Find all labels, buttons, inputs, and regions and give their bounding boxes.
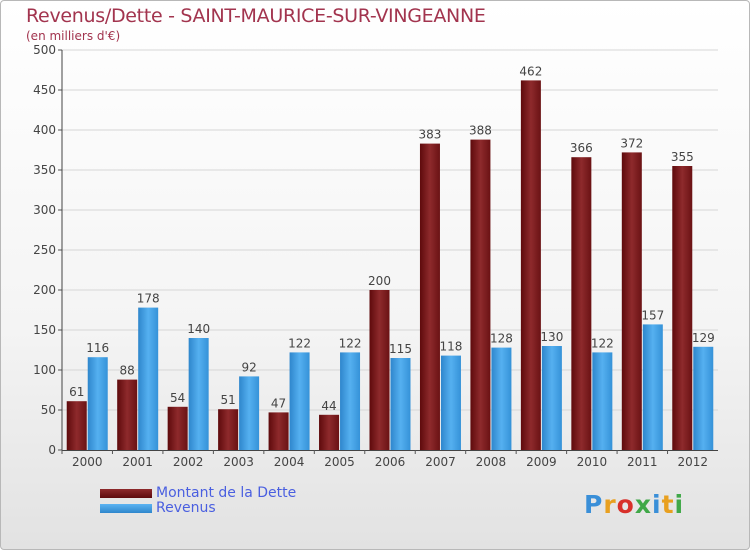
data-label-dette-2012: 355 xyxy=(671,150,694,164)
data-label-dette-2011: 372 xyxy=(620,136,643,150)
y-tick-label: 500 xyxy=(33,43,56,57)
bar-revenus-2002 xyxy=(188,338,209,450)
data-label-dette-2001: 88 xyxy=(120,364,135,378)
chart-legend: Montant de la Dette Revenus xyxy=(100,486,296,516)
bar-dette-2012 xyxy=(672,166,693,450)
x-tick-label: 2012 xyxy=(677,455,708,469)
data-label-dette-2008: 388 xyxy=(469,124,492,138)
bar-revenus-2011 xyxy=(642,324,663,450)
bar-dette-2003 xyxy=(218,409,239,450)
data-label-revenus-2005: 122 xyxy=(339,336,362,350)
bar-revenus-2006 xyxy=(390,358,411,450)
y-tick-label: 100 xyxy=(33,363,56,377)
data-label-revenus-2008: 128 xyxy=(490,332,513,346)
bar-revenus-2012 xyxy=(693,346,714,450)
data-label-revenus-2006: 115 xyxy=(389,342,412,356)
bar-dette-2006 xyxy=(369,290,390,450)
x-tick-label: 2007 xyxy=(425,455,456,469)
y-tick-label: 200 xyxy=(33,283,56,297)
proxiti-logo: Proxiti xyxy=(584,490,685,519)
chart-title: Revenus/Dette - SAINT-MAURICE-SUR-VINGEA… xyxy=(26,5,486,27)
data-label-revenus-2003: 92 xyxy=(241,360,256,374)
bar-dette-2004 xyxy=(268,412,289,450)
bar-revenus-2001 xyxy=(138,307,159,450)
x-tick-label: 2010 xyxy=(577,455,608,469)
chart-subtitle: (en milliers d'€) xyxy=(26,29,121,43)
x-tick-label: 2004 xyxy=(274,455,305,469)
legend-label-revenus: Revenus xyxy=(156,500,216,516)
y-tick-label: 400 xyxy=(33,123,56,137)
y-tick-label: 350 xyxy=(33,163,56,177)
bar-revenus-2009 xyxy=(541,346,562,450)
data-label-dette-2005: 44 xyxy=(321,399,336,413)
legend-label-dette: Montant de la Dette xyxy=(156,485,297,501)
data-label-revenus-2010: 122 xyxy=(591,336,614,350)
legend-swatch-dette xyxy=(100,489,152,498)
x-tick-label: 2003 xyxy=(223,455,254,469)
data-label-revenus-2000: 116 xyxy=(86,341,109,355)
x-tick-label: 2000 xyxy=(72,455,103,469)
data-label-dette-2009: 462 xyxy=(519,64,542,78)
data-label-revenus-2004: 122 xyxy=(288,336,311,350)
bar-dette-2010 xyxy=(571,157,592,450)
bar-dette-2008 xyxy=(470,139,491,450)
data-label-revenus-2007: 118 xyxy=(440,340,463,354)
data-label-revenus-2009: 130 xyxy=(540,330,563,344)
y-tick-label: 250 xyxy=(33,243,56,257)
data-label-revenus-2012: 129 xyxy=(692,331,715,345)
data-label-revenus-2002: 140 xyxy=(187,322,210,336)
bar-revenus-2004 xyxy=(289,352,310,450)
data-label-revenus-2001: 178 xyxy=(137,292,160,306)
y-tick-label: 0 xyxy=(48,443,56,457)
y-tick-label: 450 xyxy=(33,83,56,97)
legend-swatch-revenus xyxy=(100,504,152,513)
legend-item-dette: Montant de la Dette xyxy=(100,486,296,501)
bar-revenus-2005 xyxy=(340,352,361,450)
y-tick-label: 300 xyxy=(33,203,56,217)
bar-dette-2001 xyxy=(117,379,138,450)
data-label-dette-2007: 383 xyxy=(419,128,442,142)
bar-dette-2007 xyxy=(419,143,440,450)
data-label-dette-2003: 51 xyxy=(220,393,235,407)
data-label-dette-2010: 366 xyxy=(570,141,593,155)
bar-revenus-2007 xyxy=(440,355,461,450)
bar-revenus-2010 xyxy=(592,352,613,450)
x-tick-label: 2011 xyxy=(627,455,658,469)
bar-dette-2005 xyxy=(319,414,340,450)
x-tick-label: 2008 xyxy=(476,455,507,469)
bar-revenus-2000 xyxy=(87,357,108,450)
data-label-dette-2006: 200 xyxy=(368,274,391,288)
bar-dette-2011 xyxy=(621,152,642,450)
bar-dette-2009 xyxy=(520,80,541,451)
data-label-dette-2002: 54 xyxy=(170,391,185,405)
x-tick-label: 2002 xyxy=(173,455,204,469)
y-tick-label: 50 xyxy=(41,403,56,417)
data-label-dette-2004: 47 xyxy=(271,396,286,410)
bar-revenus-2008 xyxy=(491,347,512,450)
x-tick-label: 2001 xyxy=(122,455,153,469)
legend-item-revenus: Revenus xyxy=(100,501,296,516)
bar-dette-2002 xyxy=(167,406,188,450)
y-tick-label: 150 xyxy=(33,323,56,337)
bar-dette-2000 xyxy=(66,401,87,450)
x-tick-label: 2005 xyxy=(324,455,355,469)
x-tick-label: 2006 xyxy=(375,455,406,469)
data-label-revenus-2011: 157 xyxy=(641,308,664,322)
bar-revenus-2003 xyxy=(239,376,260,450)
data-label-dette-2000: 61 xyxy=(69,385,84,399)
x-tick-label: 2009 xyxy=(526,455,557,469)
